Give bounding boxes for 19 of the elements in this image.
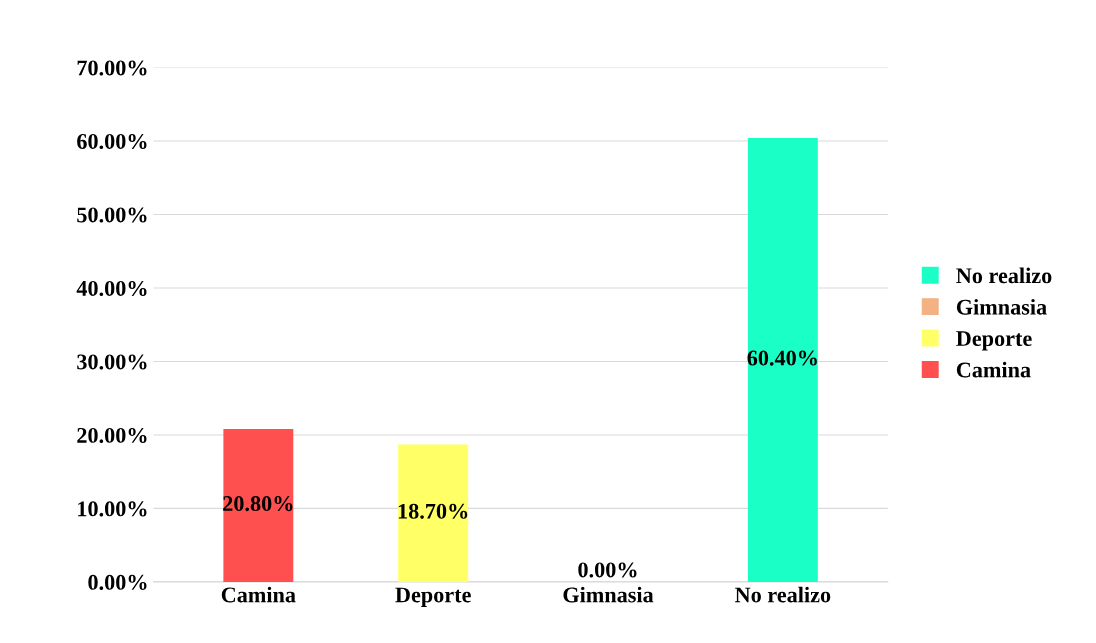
data-label: 20.80%	[223, 496, 293, 512]
y-tick-label: 10.00%	[78, 501, 147, 517]
legend-label: Deporte	[956, 331, 1032, 351]
legend-label: Camina	[956, 361, 1031, 378]
y-tick-label: 0.00%	[88, 574, 147, 590]
y-tick-label: 70.00%	[77, 60, 147, 76]
legend-label: Gimnasia	[956, 299, 1047, 315]
data-label: 0.00%	[578, 562, 637, 578]
y-tick-label: 30.00%	[77, 354, 147, 370]
y-tick-label: 50.00%	[77, 207, 147, 223]
x-tick-label: Gimnasia	[563, 586, 654, 603]
y-tick-label: 60.00%	[77, 133, 147, 150]
x-tick-label: No realizo	[735, 586, 831, 603]
y-tick-label: 40.00%	[76, 280, 147, 296]
legend-label: No realizo	[956, 267, 1052, 284]
x-tick-label: Deporte	[395, 587, 471, 607]
y-tick-label: 20.00%	[77, 427, 147, 443]
x-tick-label: Camina	[221, 586, 296, 603]
data-label: 18.70%	[398, 503, 468, 519]
